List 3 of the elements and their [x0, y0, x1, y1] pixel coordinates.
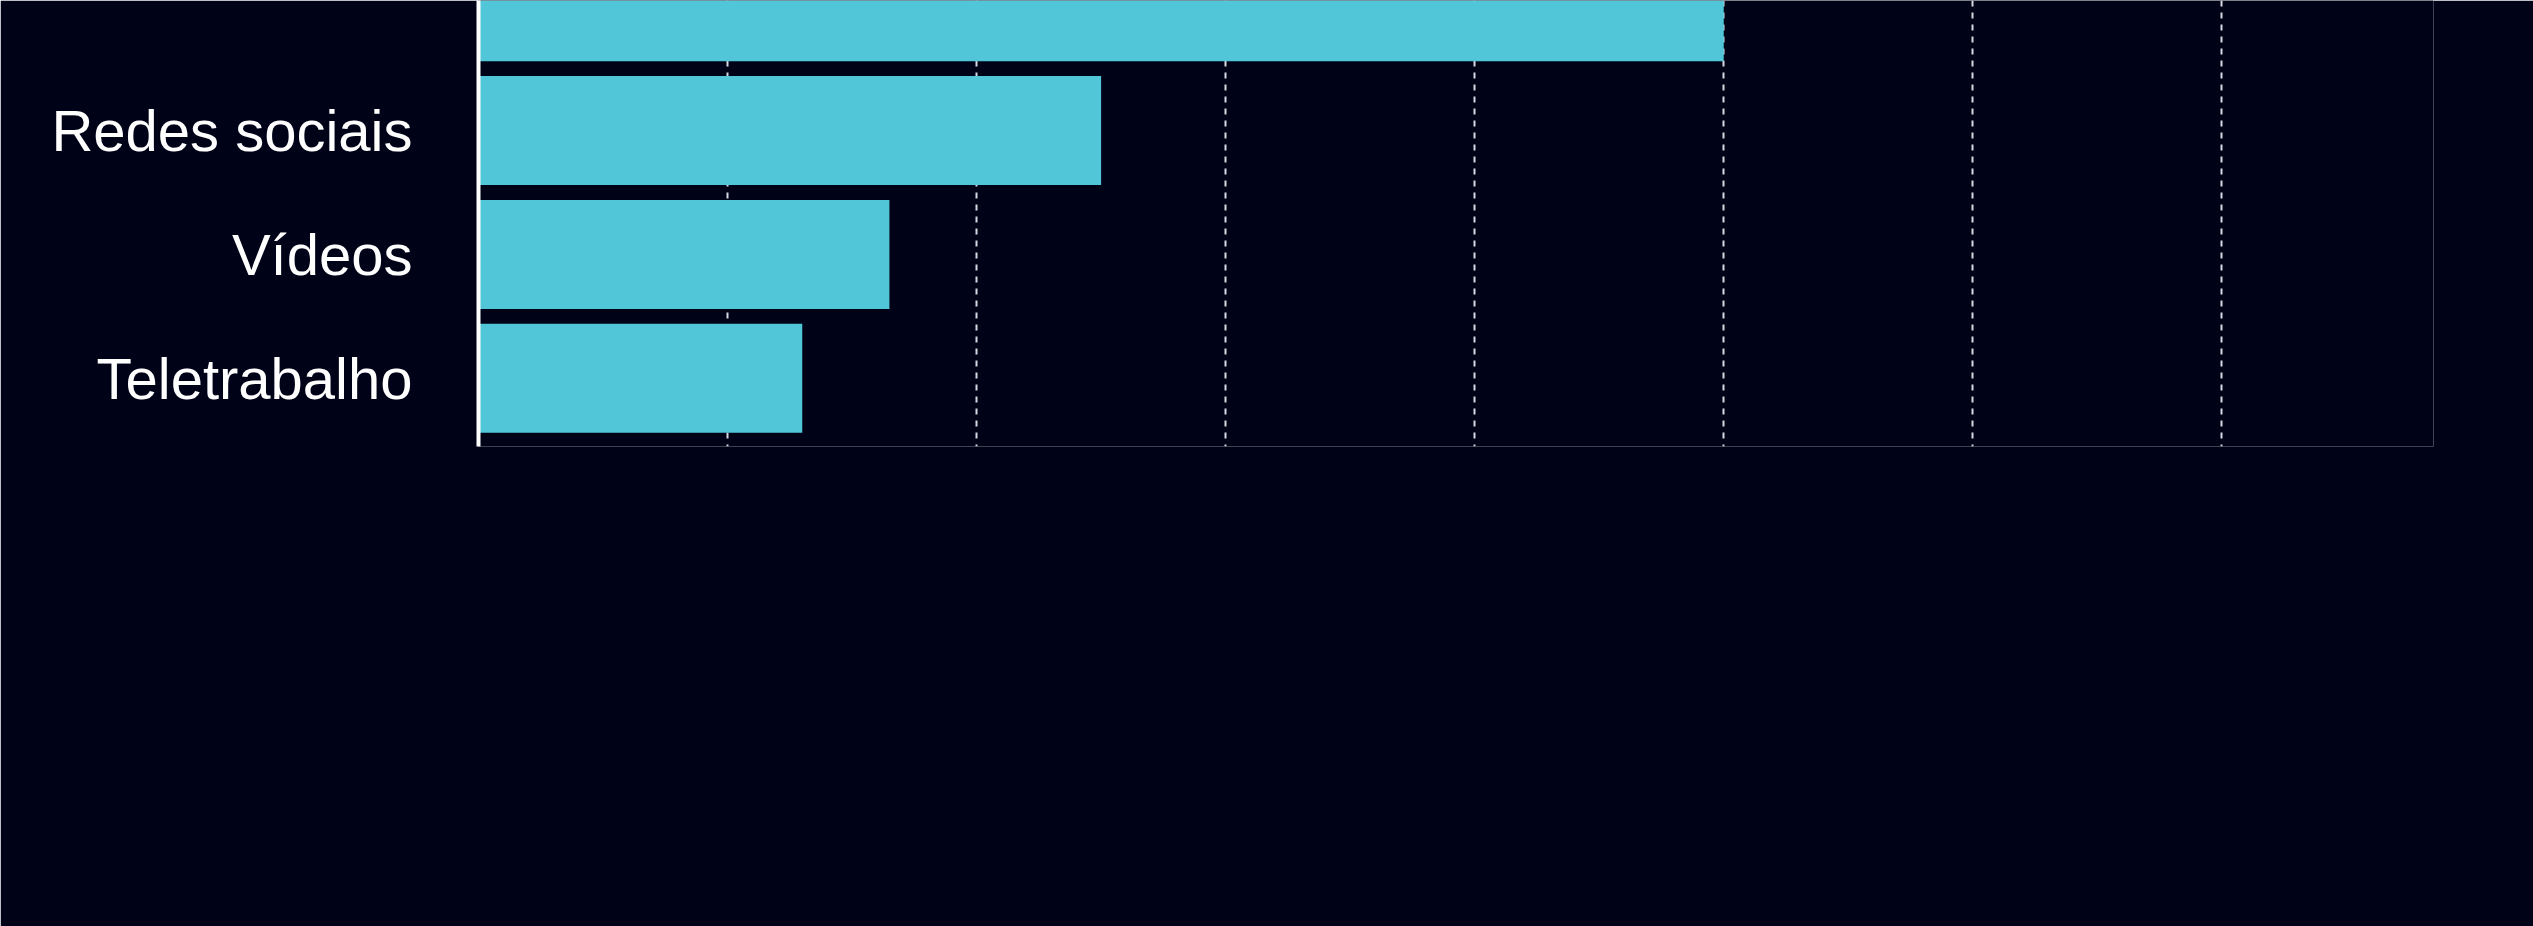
y-tick-label: Teletrabalho	[96, 345, 413, 411]
y-tick-label: Redes sociais	[51, 98, 413, 164]
y-tick-label: Vídeos	[231, 221, 413, 287]
